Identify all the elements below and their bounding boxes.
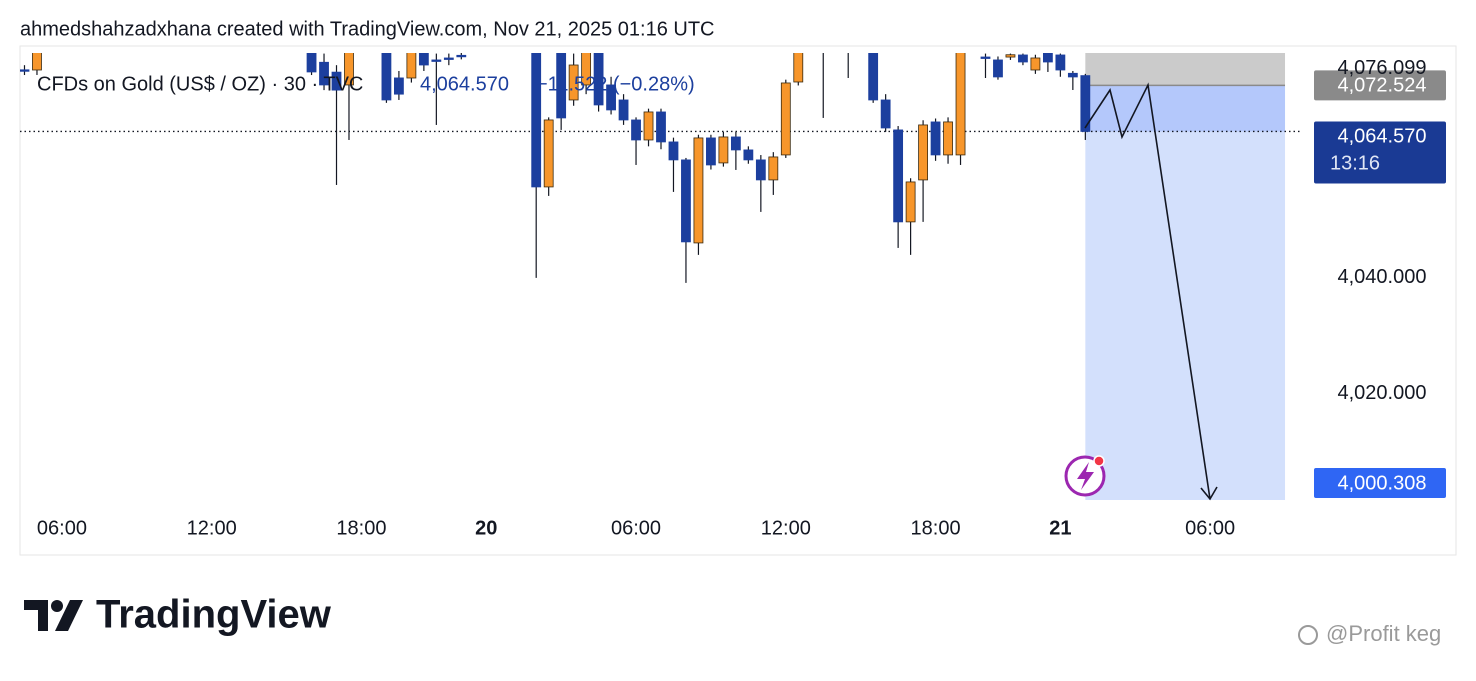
candle-body (618, 99, 629, 121)
chart-title: ahmedshahzadxhana created with TradingVi… (20, 18, 715, 40)
candle-body (1055, 54, 1066, 71)
candle-body (319, 61, 329, 86)
candle-body (668, 141, 679, 161)
candle-body (631, 119, 641, 141)
candle-body (643, 111, 654, 141)
projection-path (1084, 82, 1211, 500)
candle-body (755, 159, 766, 181)
stop-zone (1085, 53, 1286, 86)
candle-body (531, 53, 542, 188)
countdown-label: 13:16 (1330, 153, 1380, 175)
candle-body (1067, 72, 1078, 78)
candle-body (443, 57, 454, 60)
candle-body (456, 54, 467, 58)
candle-body (730, 136, 741, 151)
projection-arrowhead (1200, 486, 1218, 501)
candle-body (606, 84, 616, 111)
legend-change: −11.522 (−0.28%) (536, 73, 695, 95)
y-tick-label: 4,076.099 (1338, 57, 1427, 79)
x-tick-label: 06:00 (611, 517, 661, 539)
candle-body (693, 137, 704, 244)
candle-body (993, 59, 1003, 78)
candle-body (793, 53, 804, 83)
x-tick-label: 18:00 (911, 517, 961, 539)
x-tick-label: 12:00 (761, 517, 811, 539)
watermark: @Profit keg (1326, 621, 1441, 646)
overlay: 4,064.570 13:16 4,072.524 4,000.308 (1314, 70, 1446, 498)
candle-body (593, 53, 604, 106)
legend-symbol: CFDs on Gold (US$ / OZ) · 30 · TVC (37, 73, 363, 95)
lightning-icon[interactable] (1064, 455, 1106, 497)
candle-body (1018, 54, 1028, 63)
candle-body (681, 159, 691, 243)
candle-body (381, 53, 392, 101)
x-tick-label: 06:00 (37, 517, 87, 539)
watermark-icon (1298, 625, 1318, 645)
target-zone (1085, 85, 1286, 500)
x-tick-label: 21 (1049, 517, 1071, 539)
candle-body (543, 119, 554, 188)
brand-name: TradingView (96, 593, 332, 637)
y-tick-label: 4,040.000 (1338, 266, 1427, 288)
x-tick-label: 18:00 (336, 517, 386, 539)
candle-body (581, 53, 592, 86)
candle-body (306, 53, 317, 73)
candle-body (431, 59, 442, 62)
last-price-badge (1314, 121, 1446, 184)
candle-body (768, 156, 779, 181)
candle-body (905, 181, 916, 223)
candle-body (20, 69, 30, 72)
y-tick-label: 4,020.000 (1338, 382, 1427, 404)
candle-body (656, 111, 666, 143)
candle-body (780, 82, 791, 156)
candle-body (1080, 75, 1091, 132)
candle-body (930, 121, 941, 156)
x-tick-label: 20 (475, 517, 497, 539)
candle-body (706, 137, 716, 166)
candle-body (955, 53, 966, 156)
candle-body (568, 64, 579, 101)
candle-body (918, 124, 928, 181)
candle-body (1030, 57, 1041, 71)
candle-body (406, 53, 417, 79)
entry-label: 4,072.524 (1338, 75, 1427, 97)
candle-body (880, 99, 891, 129)
target-badge (1314, 468, 1446, 498)
brand-logo (24, 600, 83, 631)
candle-body (718, 136, 729, 164)
candle-body (1005, 54, 1016, 58)
candle-body (943, 121, 953, 156)
candle-body (868, 53, 879, 101)
entry-badge (1314, 70, 1446, 101)
candle-body (556, 53, 567, 119)
candle-body (344, 53, 354, 86)
candle-body (980, 56, 991, 59)
candle-body (394, 77, 404, 95)
target-label: 4,000.308 (1338, 472, 1427, 494)
legend-price: 4,064.570 (420, 73, 509, 95)
candle-body (893, 129, 904, 223)
candle-body (1042, 53, 1053, 63)
x-tick-label: 12:00 (187, 517, 237, 539)
x-tick-label: 06:00 (1185, 517, 1235, 539)
candle-body (331, 71, 342, 91)
last-price-label: 4,064.570 (1338, 126, 1427, 148)
candle-body (743, 149, 754, 161)
candle-body (418, 53, 429, 66)
candle-body (32, 53, 42, 71)
